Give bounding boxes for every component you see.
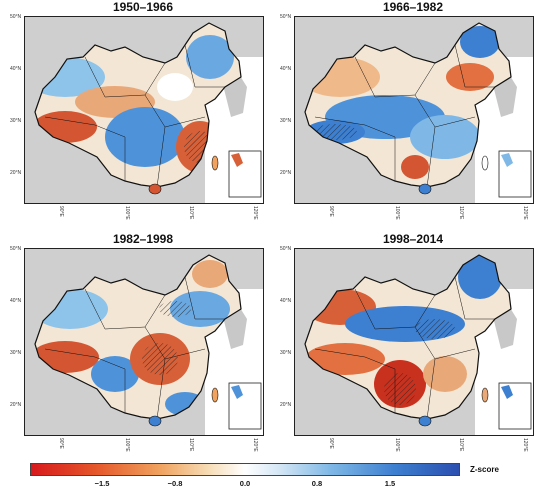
lat-label: 40°N [10,66,22,72]
lat-label: 30°N [280,350,292,356]
lon-label: 120°E [252,438,258,452]
lon-label: 120°E [252,206,258,220]
map-panel-1950-1966: 1950–1966 [10,0,268,225]
taiwan [211,155,219,171]
zscore-map [34,22,263,203]
lat-label: 40°N [280,66,292,72]
lat-label: 50°N [10,246,22,252]
lat-label: 30°N [10,350,22,356]
map-frame [294,248,534,436]
colorbar-tick: 1.5 [384,479,396,488]
zscore-map [304,22,533,203]
lon-label: 90°E [58,206,64,217]
lon-label: 90°E [328,438,334,449]
panel-title: 1966–1982 [382,0,444,14]
map-panel-1998-2014: 1998–2014 [280,232,538,457]
lon-label: 110°E [458,206,464,220]
lon-label: 100°E [124,438,130,452]
panel-title: 1950–1966 [112,0,174,14]
lat-label: 50°N [280,14,292,20]
map-frame [294,16,534,204]
hainan [148,183,162,195]
map-frame [24,248,264,436]
colorbar-tick: 0.8 [311,479,323,488]
lon-label: 90°E [328,206,334,217]
lat-label: 30°N [280,118,292,124]
map-panel-1982-1998: 1982–1998 [10,232,268,457]
lat-label: 50°N [10,14,22,20]
colorbar-tick: −0.8 [167,479,183,488]
map-frame [24,16,264,204]
lat-label: 40°N [280,298,292,304]
lon-label: 120°E [522,438,528,452]
lat-label: 50°N [280,246,292,252]
lon-label: 100°E [394,438,400,452]
lon-label: 110°E [188,206,194,220]
colorbar-legend: −1.5 −0.8 0.0 0.8 1.5 [30,463,460,488]
panel-title: 1998–2014 [382,232,444,246]
lat-label: 20°N [10,170,22,176]
zscore-map [304,254,533,435]
lon-label: 90°E [58,438,64,449]
lon-label: 100°E [394,206,400,220]
lon-label: 120°E [522,206,528,220]
map-panel-1966-1982: 1966–1982 [280,0,538,225]
panel-title: 1982–1998 [112,232,174,246]
lon-label: 110°E [188,438,194,452]
lon-label: 110°E [458,438,464,452]
lat-label: 20°N [10,402,22,408]
colorbar-tick: −1.5 [94,479,110,488]
lat-label: 40°N [10,298,22,304]
colorbar-title: Z-score [470,465,499,474]
china-border [34,22,242,188]
colorbar-tick: 0.0 [239,479,251,488]
colorbar [30,463,460,476]
lat-label: 30°N [10,118,22,124]
lat-label: 20°N [280,170,292,176]
zscore-map [34,254,263,435]
lon-label: 100°E [124,206,130,220]
lat-label: 20°N [280,402,292,408]
